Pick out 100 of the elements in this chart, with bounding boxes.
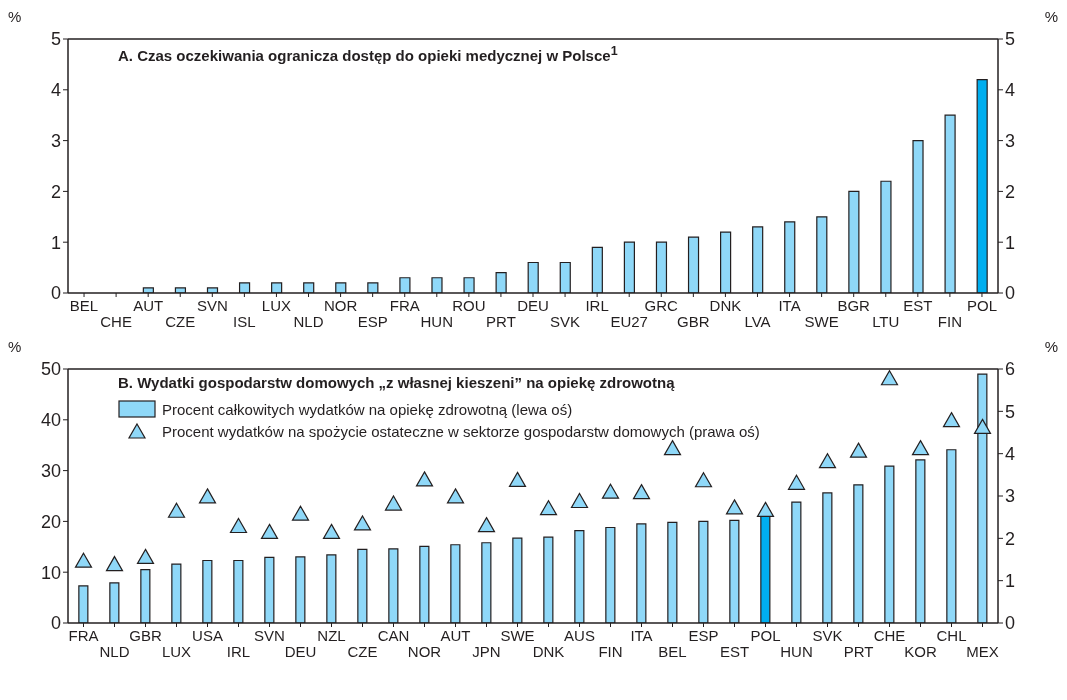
x-tick-label: SVK bbox=[812, 627, 843, 644]
x-tick-label: DEU bbox=[517, 297, 549, 314]
y2-tick-label: 5 bbox=[1005, 401, 1016, 422]
y2-tick-label: 4 bbox=[1005, 80, 1016, 101]
y-tick-label: 30 bbox=[40, 460, 61, 481]
point bbox=[632, 484, 651, 500]
y-axis-title: % bbox=[8, 338, 22, 355]
point bbox=[849, 442, 868, 458]
x-tick-label: GBR bbox=[677, 313, 710, 330]
point bbox=[787, 474, 806, 490]
point bbox=[942, 412, 961, 428]
y2-axis-title: % bbox=[1044, 338, 1058, 355]
x-tick-label: SVN bbox=[254, 627, 285, 644]
x-tick-label: ISL bbox=[233, 313, 256, 330]
x-tick-label: EU27 bbox=[610, 313, 648, 330]
x-tick-label: IRL bbox=[226, 643, 251, 660]
x-tick-label: KOR bbox=[904, 643, 937, 660]
x-tick-label: HUN bbox=[780, 643, 813, 660]
x-tick-label: PRT bbox=[486, 313, 516, 330]
x-tick-label: NOR bbox=[407, 643, 442, 660]
y2-tick-label: 1 bbox=[1005, 571, 1016, 592]
x-tick-label: GBR bbox=[129, 627, 162, 644]
x-tick-label: LUX bbox=[161, 643, 192, 660]
x-tick-label: AUS bbox=[564, 627, 595, 644]
y-tick-label: 4 bbox=[50, 80, 61, 101]
x-tick-label: CZE bbox=[347, 643, 378, 660]
y-tick-label: 40 bbox=[40, 410, 61, 431]
point bbox=[136, 548, 155, 564]
x-tick-label: DEU bbox=[284, 643, 317, 660]
point bbox=[229, 517, 248, 534]
chart-title: B. Wydatki gospodarstw domowych „z własnej kieszeni” na opiekę zdrowotną bbox=[118, 374, 675, 391]
x-tick-label: PRT bbox=[843, 643, 874, 660]
point bbox=[601, 483, 620, 499]
point bbox=[322, 523, 341, 540]
x-tick-label: GRC bbox=[644, 297, 679, 314]
x-tick-label: DNK bbox=[532, 643, 565, 660]
x-tick-label: CHL bbox=[936, 627, 967, 644]
y-axis-title: % bbox=[8, 8, 22, 25]
y-tick-label: 20 bbox=[40, 511, 61, 532]
x-tick-label: BEL bbox=[69, 297, 99, 314]
point bbox=[167, 502, 186, 518]
x-tick-label: ROU bbox=[452, 297, 486, 314]
x-tick-label: CZE bbox=[165, 313, 196, 330]
y2-tick-label: 4 bbox=[1005, 444, 1016, 465]
x-tick-label: IRL bbox=[585, 297, 609, 314]
y-tick-label: 0 bbox=[50, 283, 61, 304]
x-tick-label: NZL bbox=[317, 627, 346, 644]
x-tick-label: POL bbox=[750, 627, 781, 644]
x-tick-label: FIN bbox=[937, 313, 962, 330]
point bbox=[415, 471, 434, 487]
point bbox=[291, 505, 310, 521]
point bbox=[105, 555, 124, 572]
legend-label: Procent wydatków na spożycie ostateczne w sektorze gospodarstw domowych (prawa oś) bbox=[162, 422, 760, 440]
x-tick-label: POL bbox=[966, 297, 997, 314]
y2-tick-label: 2 bbox=[1005, 181, 1016, 202]
point bbox=[663, 439, 682, 456]
x-tick-label: MEX bbox=[966, 643, 999, 660]
point bbox=[477, 517, 496, 533]
y2-tick-label: 3 bbox=[1005, 486, 1016, 507]
y2-tick-label: 6 bbox=[1005, 359, 1016, 380]
point bbox=[756, 501, 775, 517]
x-tick-label: SWE bbox=[500, 627, 535, 644]
y2-tick-label: 3 bbox=[1005, 130, 1016, 151]
y2-tick-label: 5 bbox=[1005, 29, 1016, 50]
chart-title: A. Czas oczekiwania ogranicza dostęp do opieki medycznej w Polsce$^{1}$ bbox=[118, 44, 618, 64]
x-tick-label: BEL bbox=[658, 643, 687, 660]
x-tick-label: FRA bbox=[389, 297, 420, 314]
x-tick-label: DNK bbox=[709, 297, 742, 314]
x-tick-label: ITA bbox=[778, 297, 801, 314]
point bbox=[725, 499, 744, 515]
x-tick-label: JPN bbox=[472, 643, 501, 660]
x-tick-label: SVN bbox=[196, 297, 228, 314]
point bbox=[384, 495, 403, 511]
x-tick-label: NLD bbox=[99, 643, 130, 660]
x-tick-label: AUT bbox=[133, 297, 164, 314]
legend-label: Procent całkowitych wydatków na opiekę zdrowotną (lewa oś) bbox=[162, 400, 573, 418]
point bbox=[74, 552, 93, 568]
y-tick-label: 0 bbox=[50, 613, 61, 634]
x-tick-label: FIN bbox=[598, 643, 623, 660]
x-tick-label: CAN bbox=[377, 627, 410, 644]
point bbox=[508, 471, 527, 487]
x-tick-label: FRA bbox=[68, 627, 99, 644]
x-tick-label: CHE bbox=[100, 313, 132, 330]
y-tick-label: 1 bbox=[50, 232, 61, 253]
point bbox=[446, 488, 465, 504]
x-tick-label: SWE bbox=[804, 313, 839, 330]
x-tick-label: ITA bbox=[630, 627, 653, 644]
x-tick-label: EST bbox=[903, 297, 933, 314]
x-tick-label: CHE bbox=[873, 627, 906, 644]
x-tick-label: NOR bbox=[323, 297, 358, 314]
x-tick-label: LVA bbox=[744, 313, 771, 330]
x-tick-label: AUT bbox=[440, 627, 471, 644]
x-tick-label: HUN bbox=[420, 313, 454, 330]
x-tick-label: USA bbox=[192, 627, 223, 644]
point bbox=[694, 472, 713, 488]
point bbox=[198, 488, 217, 504]
y-tick-label: 10 bbox=[40, 562, 61, 583]
point bbox=[353, 515, 372, 531]
y2-tick-label: 0 bbox=[1005, 283, 1016, 304]
point bbox=[570, 492, 589, 509]
